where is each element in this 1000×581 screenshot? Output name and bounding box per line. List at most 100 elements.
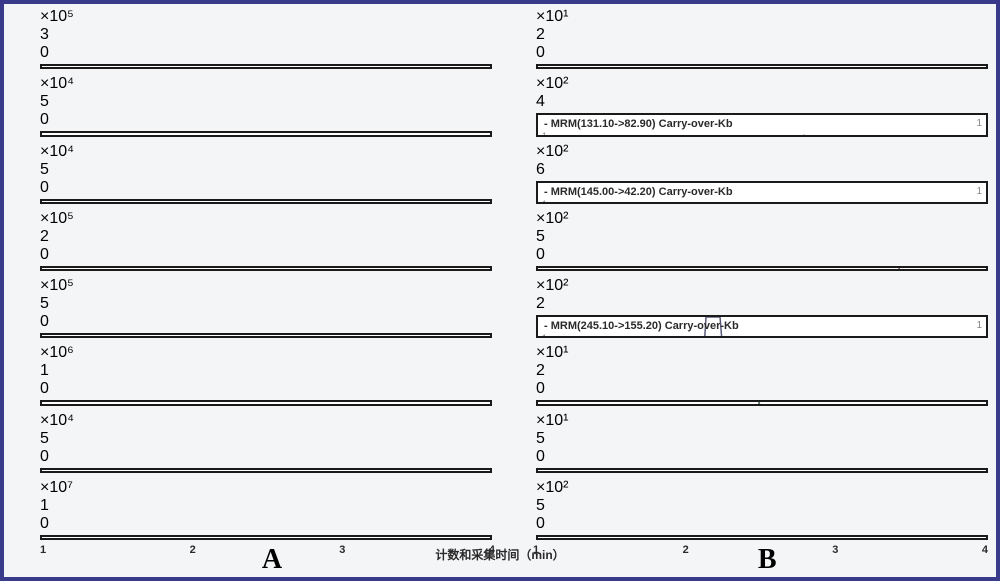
y-tick: 0: [40, 111, 492, 129]
panel-label-a: A: [262, 544, 282, 576]
chromatogram-panel: - MRM(131.10->82.90) Carry-over-H11: [40, 131, 492, 136]
y-tick: 3: [40, 26, 492, 44]
y-exponent: ×10¹: [536, 8, 988, 26]
y-exponent: ×10²: [536, 143, 988, 161]
y-exponent: ×10⁵: [40, 210, 492, 228]
panel-wrap: ×10²50- MRM(360.40->43.20) Carry-over-Kb…: [536, 479, 988, 542]
corner-marker-left: 1: [542, 333, 547, 338]
panel-wrap: ×10⁴50 - MRM(284.22->152.00) Carry-over-H…: [40, 412, 492, 475]
column-a: ×10⁵30- MRM(129.00->42.20) Carry-over-H1…: [4, 4, 500, 544]
y-tick: 0: [40, 515, 492, 533]
chromatogram-panel: - MRM(284.22->152.00) Carry-over-Kb11: [536, 468, 988, 473]
signal-trace: [538, 402, 986, 405]
x-axis-label: 计数和采集时间（min）: [435, 546, 564, 563]
y-tick: 1: [40, 497, 492, 515]
y-exponent: ×10²: [536, 277, 988, 295]
y-exponent: ×10⁶: [40, 344, 492, 362]
panel-title: - MRM(145.00->42.20) Carry-over-Kb: [544, 186, 733, 198]
panel-wrap: ×10⁴50- MRM(131.10->82.90) Carry-over-H1…: [40, 75, 492, 138]
x-tick: 2: [190, 544, 196, 556]
trace-svg: [42, 402, 490, 405]
y-tick: 5: [536, 430, 988, 448]
x-tick: 2: [683, 544, 689, 556]
chromatogram-panel: - MRM(129.00->42.20) Carry-over-H11: [40, 64, 492, 69]
chromatogram-panel: - MRM(245.10->128.80) Carry-over-H11: [40, 266, 492, 271]
panel-wrap: ×10¹20 - MRM(129.00->42.20) Carry-over-Kb…: [536, 8, 988, 71]
y-exponent: ×10⁴: [40, 412, 492, 430]
chromatogram-panel: - MRM(145.00->42.20) Carry-over-H11: [40, 199, 492, 204]
corner-marker-left: 1: [542, 131, 547, 136]
y-tick: 0: [40, 448, 492, 466]
trace-svg: [538, 402, 986, 405]
chromatogram-panel: - MRM(145.00->42.20) Carry-over-Kb11: [536, 181, 988, 204]
panel-label-b: B: [758, 544, 777, 576]
panel-title: - MRM(245.10->155.20) Carry-over-Kb: [544, 320, 739, 332]
columns: ×10⁵30- MRM(129.00->42.20) Carry-over-H1…: [4, 4, 996, 544]
x-tick: 3: [339, 544, 345, 556]
chromatogram-panel: - MRM(284.22->152.00) Carry-over-H11: [40, 468, 492, 473]
y-exponent: ×10⁵: [40, 8, 492, 26]
trace-svg: [42, 268, 490, 271]
trace-svg: [42, 537, 490, 540]
y-tick: 1: [40, 362, 492, 380]
y-tick: 2: [536, 362, 988, 380]
y-tick: 0: [536, 44, 988, 62]
y-tick: 5: [40, 430, 492, 448]
panel-wrap: ×10⁵50- MRM(245.10->155.20) Carry-over-H…: [40, 277, 492, 340]
panel-wrap: ×10⁵30 - MRM(129.00->42.20) Carry-over-H1…: [40, 8, 492, 71]
y-tick: 5: [536, 497, 988, 515]
corner-marker: 1: [976, 320, 982, 331]
chromatogram-panel: - MRM(245.10->128.80) Carry-over-Kb11: [536, 266, 988, 271]
signal-trace: [538, 268, 986, 271]
corner-marker-left: 1: [542, 199, 547, 204]
x-axis-area: 1234 1234 计数和采集时间（min） A B: [4, 544, 996, 574]
y-tick: 0: [536, 515, 988, 533]
x-tick: 1: [40, 544, 46, 556]
y-exponent: ×10⁴: [40, 75, 492, 93]
trace-svg: [42, 133, 490, 136]
chromatogram-panel: - MRM(360.40->43.20) Carry-over-H11: [40, 535, 492, 540]
trace-svg: [42, 470, 490, 473]
y-tick: 4: [536, 93, 988, 111]
panel-wrap: ×10⁴50 - MRM(145.00->42.20) Carry-over-H1…: [40, 143, 492, 206]
y-tick: 0: [536, 448, 988, 466]
y-exponent: ×10²: [536, 75, 988, 93]
chromatogram-panel: - MRM(246.10->129.90) Carry-over-Kb11: [536, 400, 988, 405]
y-exponent: ×10⁴: [40, 143, 492, 161]
trace-svg: [538, 470, 986, 473]
panel-wrap: ×10¹20- MRM(246.10->129.90) Carry-over-K…: [536, 344, 988, 407]
trace-svg: [42, 335, 490, 338]
y-tick: 2: [536, 295, 988, 313]
y-exponent: ×10¹: [536, 344, 988, 362]
y-tick: 2: [40, 228, 492, 246]
chromatogram-panel: - MRM(245.10->155.20) Carry-over-H11: [40, 333, 492, 338]
panel-wrap: ×10⁷10 - MRM(360.40->43.20) Carry-over-H1…: [40, 479, 492, 542]
y-tick: 0: [40, 44, 492, 62]
chromatogram-panel: - MRM(131.10->82.90) Carry-over-Kb11: [536, 113, 988, 136]
y-tick: 0: [40, 246, 492, 264]
panel-wrap: ×10²2 - MRM(245.10->155.20) Carry-over-Kb…: [536, 277, 988, 340]
trace-svg: [538, 537, 986, 540]
panel-wrap: ×10⁵20 - MRM(245.10->128.80) Carry-over-H…: [40, 210, 492, 273]
x-tick: 3: [832, 544, 838, 556]
y-tick: 5: [536, 228, 988, 246]
y-tick: 0: [40, 179, 492, 197]
y-tick: 0: [536, 246, 988, 264]
trace-svg: [538, 66, 986, 69]
y-exponent: ×10¹: [536, 412, 988, 430]
chromatogram-panel: - MRM(245.10->155.20) Carry-over-Kb11: [536, 315, 988, 338]
y-exponent: ×10⁷: [40, 479, 492, 497]
panel-wrap: ×10²6- MRM(145.00->42.20) Carry-over-Kb1…: [536, 143, 988, 206]
y-exponent: ×10²: [536, 210, 988, 228]
trace-svg: [42, 201, 490, 204]
chromatogram-panel: - MRM(129.00->42.20) Carry-over-Kb11: [536, 64, 988, 69]
x-tick: 4: [982, 544, 988, 556]
corner-marker: 1: [976, 118, 982, 129]
y-tick: 2: [536, 26, 988, 44]
signal-trace: [538, 135, 986, 137]
y-tick: 5: [40, 161, 492, 179]
y-exponent: ×10²: [536, 479, 988, 497]
trace-svg: [538, 268, 986, 271]
chromatogram-panel: - MRM(246.10->129.90) Carry-over-H11: [40, 400, 492, 405]
panel-wrap: ×10²4- MRM(131.10->82.90) Carry-over-Kb1…: [536, 75, 988, 138]
